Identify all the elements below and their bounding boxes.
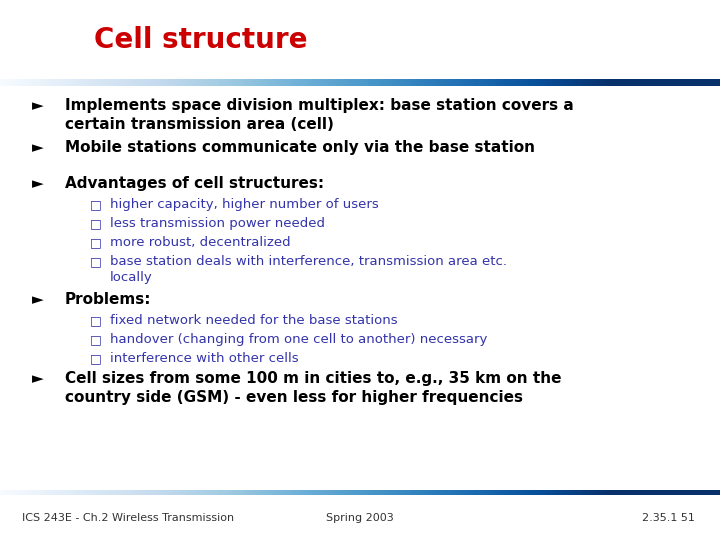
Text: ►: ► — [32, 140, 44, 156]
Text: ►: ► — [32, 177, 44, 191]
Text: 2.35.1 51: 2.35.1 51 — [642, 512, 695, 523]
Text: □: □ — [90, 314, 102, 327]
Text: more robust, decentralized: more robust, decentralized — [110, 237, 291, 249]
Text: ►: ► — [32, 292, 44, 307]
Text: Implements space division multiplex: base station covers a
certain transmission : Implements space division multiplex: bas… — [65, 98, 574, 132]
Text: interference with other cells: interference with other cells — [110, 353, 299, 366]
Text: fixed network needed for the base stations: fixed network needed for the base statio… — [110, 314, 397, 327]
Text: □: □ — [90, 353, 102, 366]
Text: □: □ — [90, 218, 102, 231]
Text: □: □ — [90, 198, 102, 211]
Text: □: □ — [90, 237, 102, 249]
Text: Mobile stations communicate only via the base station: Mobile stations communicate only via the… — [65, 140, 535, 156]
Text: Problems:: Problems: — [65, 292, 151, 307]
Text: ►: ► — [32, 372, 44, 387]
Text: Advantages of cell structures:: Advantages of cell structures: — [65, 177, 324, 191]
Text: □: □ — [90, 255, 102, 268]
Text: Cell structure: Cell structure — [94, 26, 307, 53]
Text: Cell sizes from some 100 m in cities to, e.g., 35 km on the
country side (GSM) -: Cell sizes from some 100 m in cities to,… — [65, 372, 562, 405]
Text: Spring 2003: Spring 2003 — [326, 512, 394, 523]
Text: □: □ — [90, 333, 102, 346]
Text: ICS 243E - Ch.2 Wireless Transmission: ICS 243E - Ch.2 Wireless Transmission — [22, 512, 234, 523]
Text: ►: ► — [32, 98, 44, 113]
Text: handover (changing from one cell to another) necessary: handover (changing from one cell to anot… — [110, 333, 487, 346]
Text: higher capacity, higher number of users: higher capacity, higher number of users — [110, 198, 379, 211]
Text: base station deals with interference, transmission area etc.
locally: base station deals with interference, tr… — [110, 255, 507, 285]
Text: less transmission power needed: less transmission power needed — [110, 218, 325, 231]
